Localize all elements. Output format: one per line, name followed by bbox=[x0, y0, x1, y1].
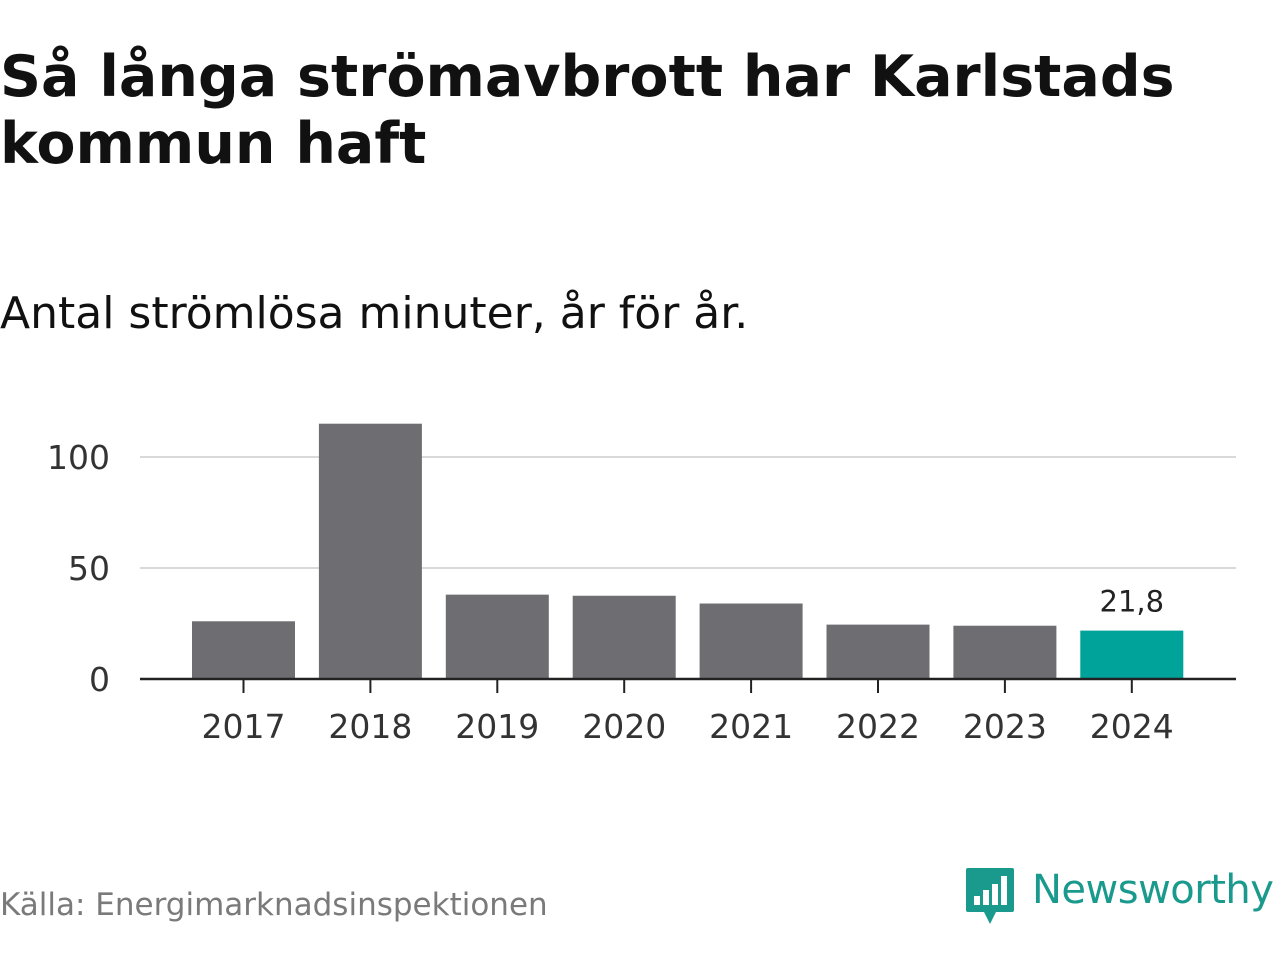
bar-2022 bbox=[826, 624, 930, 679]
chart-subtitle: Antal strömlösa minuter, år för år. bbox=[0, 288, 749, 339]
chart-title: Så långa strömavbrott har Karlstads komm… bbox=[0, 44, 1175, 177]
data-label: 21,8 bbox=[1100, 585, 1165, 619]
y-tick-label: 50 bbox=[68, 549, 110, 588]
x-tick-label: 2018 bbox=[328, 707, 412, 746]
x-tick-label: 2020 bbox=[582, 707, 666, 746]
x-tick-label: 2017 bbox=[202, 707, 286, 746]
newsworthy-logo-icon bbox=[966, 868, 1014, 924]
bar-2018 bbox=[318, 423, 422, 679]
x-tick-label: 2023 bbox=[963, 707, 1047, 746]
bar-2024 bbox=[1080, 630, 1184, 679]
bar-2019 bbox=[445, 594, 549, 679]
bar-2021 bbox=[699, 603, 803, 679]
brand-logo[interactable]: Newsworthy bbox=[964, 864, 1276, 928]
bar-2023 bbox=[953, 625, 1057, 679]
x-tick-label: 2022 bbox=[836, 707, 920, 746]
x-tick-label: 2024 bbox=[1090, 707, 1174, 746]
brand-name: Newsworthy bbox=[1032, 867, 1274, 913]
x-tick-label: 2019 bbox=[455, 707, 539, 746]
bar-2020 bbox=[572, 595, 676, 679]
bar-2017 bbox=[192, 621, 295, 679]
y-tick-label: 100 bbox=[47, 438, 110, 477]
y-tick-label: 0 bbox=[89, 660, 110, 699]
x-tick-label: 2021 bbox=[709, 707, 793, 746]
source-note: Källa: Energimarknadsinspektionen bbox=[0, 887, 548, 923]
